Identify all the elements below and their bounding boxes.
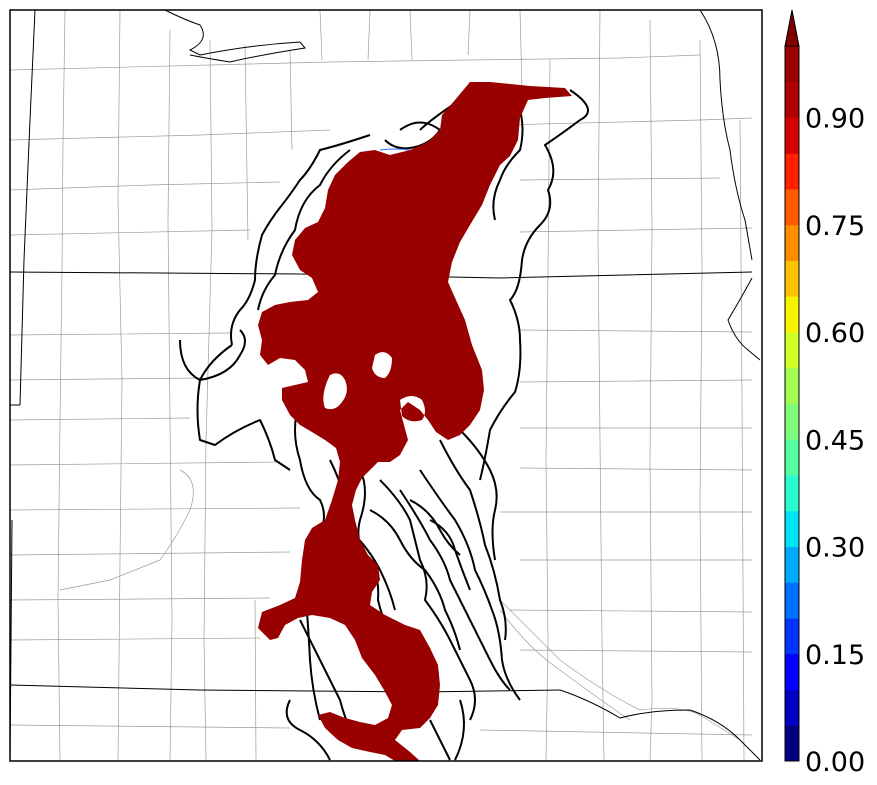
colorbar-segment <box>785 296 799 333</box>
colorbar-ticks: 0.00 0.15 0.30 0.45 0.60 0.75 0.90 <box>805 104 865 779</box>
map-panel <box>9 9 763 762</box>
colorbar-segment <box>785 224 799 261</box>
colorbar-segment <box>785 618 799 655</box>
colorbar-segment <box>785 582 799 619</box>
colorbar-extend-arrow <box>784 9 800 47</box>
colorbar-tick-label: 0.15 <box>805 640 865 671</box>
field-edge-detail <box>379 148 411 151</box>
colorbar-tick-label: 0.00 <box>805 747 865 778</box>
colorbar-segment <box>785 403 799 440</box>
colorbar-segment <box>785 117 799 154</box>
colorbar-segment <box>785 725 799 762</box>
map-border <box>9 9 763 762</box>
county-boundaries <box>9 9 753 762</box>
colorbar-segment <box>785 367 799 404</box>
colorbar-segment <box>785 689 799 726</box>
colorbar-segment <box>785 475 799 512</box>
colorbar-segment <box>785 332 799 369</box>
colorbar-tick-label: 0.30 <box>805 533 865 564</box>
colorbar-segment <box>785 81 799 118</box>
colorbar-segment <box>785 153 799 190</box>
colorbar-tick-label: 0.60 <box>805 318 865 349</box>
colorbar: 0.00 0.15 0.30 0.45 0.60 0.75 0.90 <box>784 9 865 779</box>
colorbar-segments <box>785 46 799 762</box>
colorbar-segment <box>785 260 799 297</box>
colorbar-tick-label: 0.45 <box>805 425 865 456</box>
colorbar-tick-label: 0.90 <box>805 104 865 135</box>
colorbar-segment <box>785 510 799 547</box>
colorbar-segment <box>785 189 799 226</box>
colorbar-tick-label: 0.75 <box>805 211 865 242</box>
colorbar-segment <box>785 546 799 583</box>
colorbar-segment <box>785 46 799 83</box>
colorbar-segment <box>785 653 799 690</box>
probability-filled-region <box>258 82 572 761</box>
colorbar-frame <box>784 45 800 762</box>
colorbar-segment <box>785 439 799 476</box>
